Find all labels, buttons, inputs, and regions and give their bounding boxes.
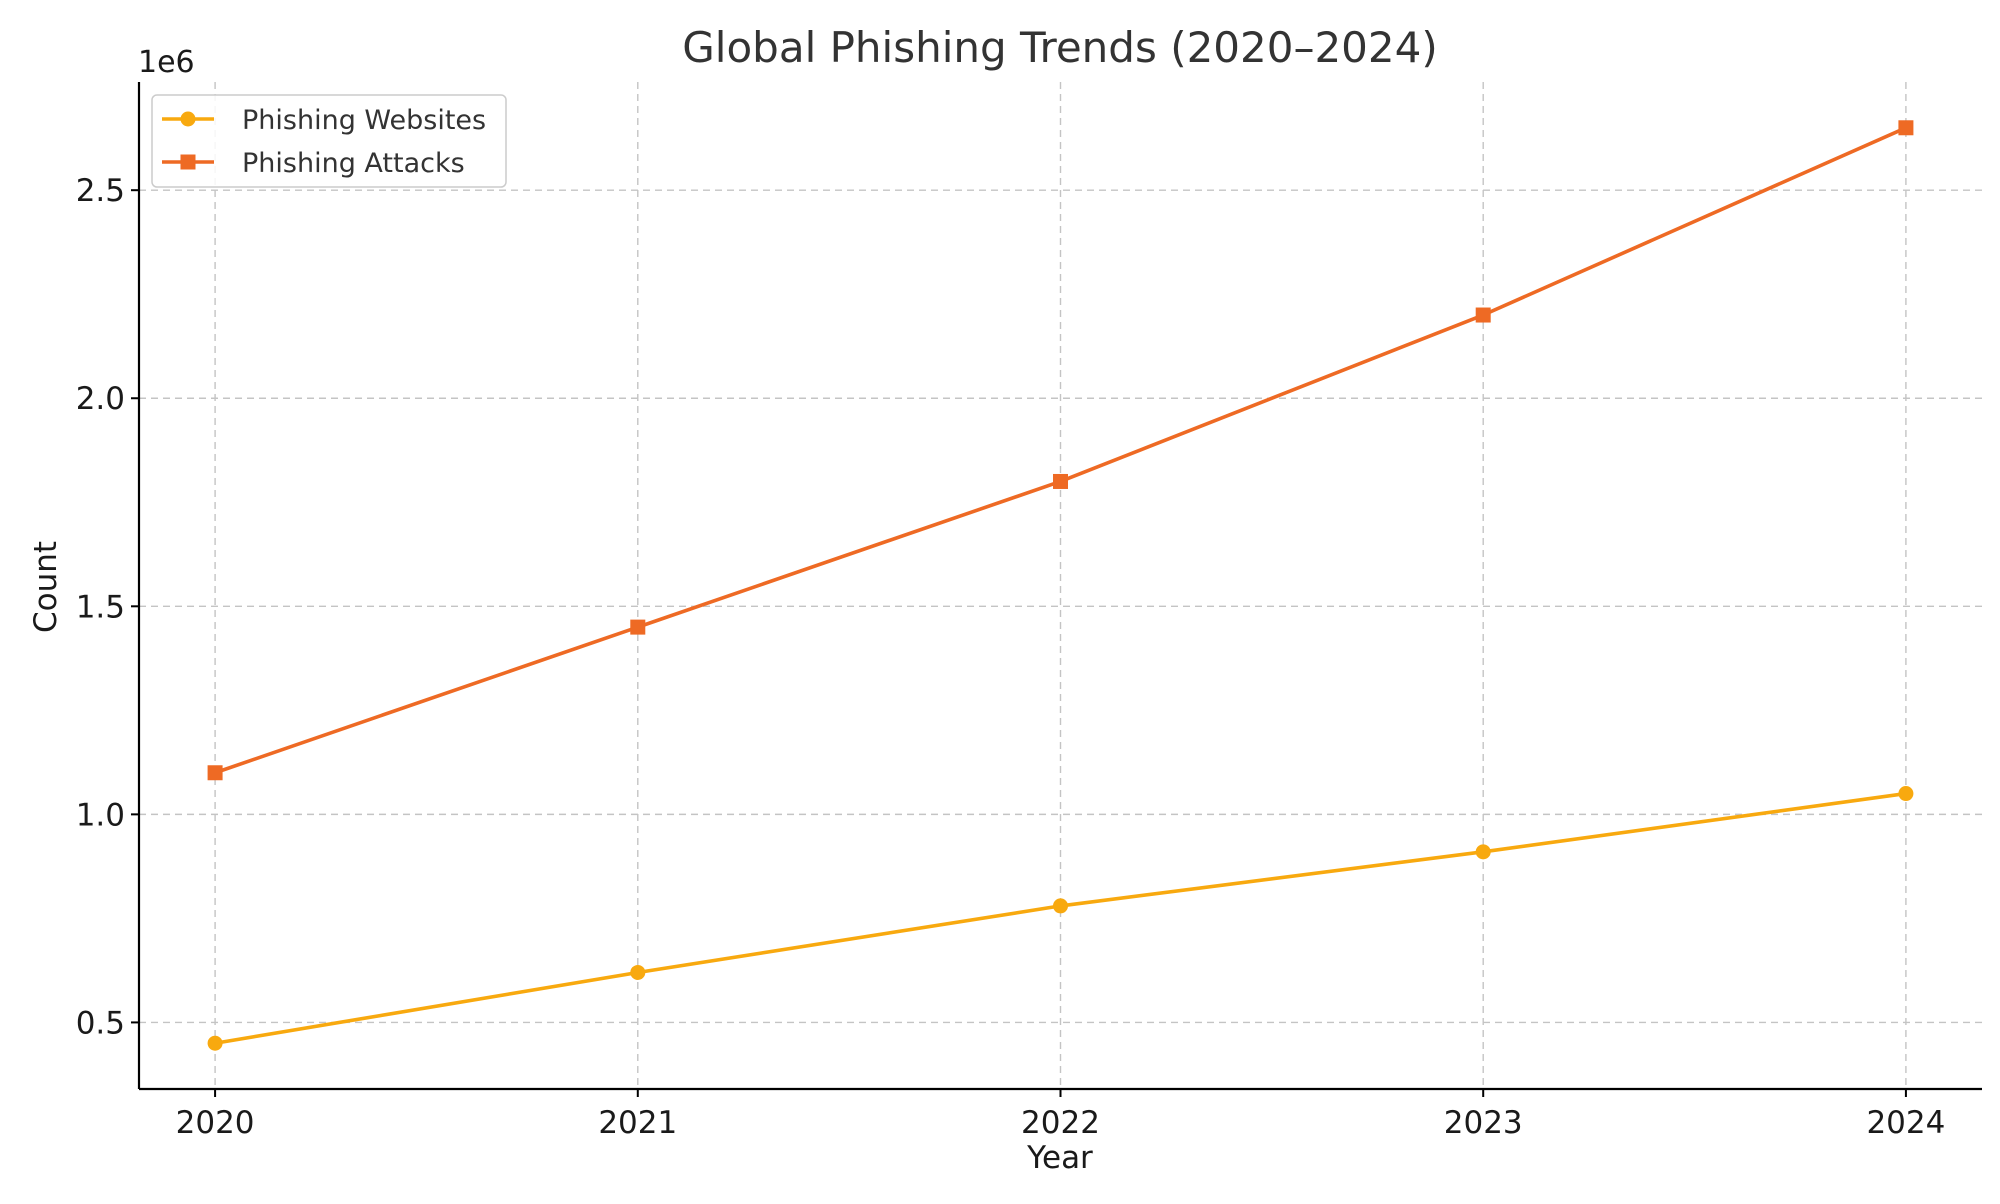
legend-marker [180, 154, 196, 170]
x-tick-label: 2024 [1866, 1105, 1945, 1141]
y-axis-label: Count [28, 541, 64, 633]
legend-marker [180, 111, 196, 127]
data-point[interactable] [207, 1035, 223, 1051]
data-point[interactable] [1898, 786, 1914, 802]
legend: Phishing Websites Phishing Attacks [151, 94, 507, 188]
data-point[interactable] [630, 619, 646, 635]
grid [139, 82, 1982, 1089]
data-point[interactable] [1475, 307, 1491, 323]
x-tick-label: 2022 [1021, 1105, 1100, 1141]
x-axis-label: Year [1026, 1140, 1093, 1176]
series-phishing-attacks [207, 120, 1914, 781]
legend-entry[interactable]: Phishing Websites [162, 105, 486, 136]
y-tick-label: 0.5 [76, 1005, 125, 1041]
y-tick-label: 2.0 [76, 381, 125, 417]
x-tick-label: 2023 [1444, 1105, 1523, 1141]
ticks: 2020 2021 2022 2023 2024 0.5 1.0 1.5 2.0 2.5 [76, 173, 1946, 1141]
legend-label: Phishing Websites [242, 105, 486, 136]
x-tick-label: 2021 [598, 1105, 677, 1141]
x-tick-label: 2020 [176, 1105, 255, 1141]
series-layer [207, 120, 1914, 1051]
chart-title: Global Phishing Trends (2020–2024) [682, 23, 1437, 72]
legend-box [151, 94, 507, 188]
data-point[interactable] [1053, 898, 1068, 914]
legend-entry[interactable]: Phishing Attacks [162, 148, 465, 179]
y-axis-offset-label: 1e6 [138, 45, 195, 80]
data-point[interactable] [207, 765, 223, 781]
series-phishing-websites [207, 786, 1914, 1051]
data-point[interactable] [1475, 844, 1491, 860]
data-point[interactable] [1898, 120, 1914, 136]
y-tick-label: 1.5 [76, 589, 125, 625]
y-tick-label: 2.5 [76, 173, 125, 209]
data-point[interactable] [630, 964, 646, 980]
data-point[interactable] [1053, 473, 1068, 489]
y-tick-label: 1.0 [76, 797, 125, 833]
legend-label: Phishing Attacks [242, 148, 465, 179]
